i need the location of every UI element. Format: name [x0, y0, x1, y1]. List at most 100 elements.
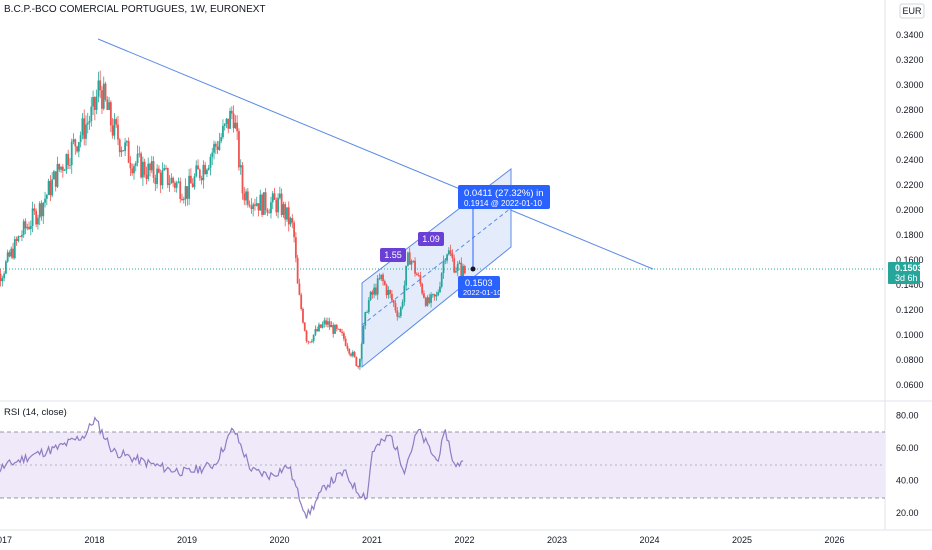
- candle-body: [321, 324, 324, 328]
- candle-body: [19, 236, 22, 238]
- candle-body: [325, 320, 328, 325]
- wave-label-2-box[interactable]: [418, 232, 444, 246]
- candle-body: [134, 163, 137, 166]
- candle-body: [435, 295, 438, 297]
- candle-body: [21, 234, 23, 237]
- descending-trendline[interactable]: [97, 38, 654, 270]
- candle-body: [437, 292, 440, 296]
- candle-body: [200, 177, 203, 181]
- candle-body: [3, 273, 6, 279]
- candle-body: [209, 156, 212, 168]
- price-tick-label: 0.3400: [896, 30, 924, 40]
- price-axis[interactable]: 0.3400 0.3200 0.3000 0.2800 0.2600 0.2400 0.22…: [896, 30, 924, 390]
- candle-body: [225, 118, 228, 125]
- candle-body: [408, 252, 411, 265]
- candle-body: [302, 308, 304, 323]
- candle-body: [51, 179, 54, 196]
- candle-body: [399, 307, 402, 317]
- price-tick-label: 0.1800: [896, 230, 924, 240]
- candle-body: [216, 146, 219, 150]
- candle-body: [382, 274, 384, 282]
- candle-body: [214, 143, 217, 147]
- price-tick-label: 0.3200: [896, 55, 924, 65]
- candle-body: [255, 203, 258, 206]
- candle-body: [133, 165, 135, 174]
- candle-body: [0, 273, 2, 282]
- candle-body: [22, 221, 25, 235]
- candle-body: [6, 252, 9, 262]
- candle-body: [186, 186, 189, 199]
- candle-body: [15, 239, 18, 241]
- candle-body: [47, 180, 50, 195]
- candle-body: [453, 258, 456, 273]
- candle-body: [63, 170, 66, 172]
- candle-body: [86, 122, 89, 125]
- time-axis[interactable]: 2017 2018 2019 2020 2021 2022 2023 2024 2025 2026: [0, 535, 845, 545]
- time-tick-label: 2024: [639, 535, 659, 545]
- candle-body: [223, 124, 226, 127]
- candle-body: [398, 316, 400, 317]
- measure-start-point[interactable]: [470, 266, 476, 272]
- candle-body: [29, 225, 32, 230]
- rsi-tick-label: 20.00: [896, 508, 919, 518]
- rsi-axis[interactable]: 80.00 60.00 40.00 20.00: [896, 411, 919, 519]
- wave-label-1-box[interactable]: [380, 248, 406, 262]
- candle-body: [154, 177, 157, 184]
- candle-body: [423, 293, 425, 298]
- candle-body: [202, 164, 205, 181]
- candle-body: [127, 141, 130, 163]
- candle-body: [147, 163, 150, 179]
- candle-body: [230, 110, 233, 114]
- candle-body: [115, 119, 118, 125]
- candle-body: [188, 175, 191, 199]
- candle-body: [407, 252, 409, 266]
- candle-body: [360, 343, 363, 359]
- measure-info-box[interactable]: [458, 185, 550, 209]
- current-price-value: 0.1503: [895, 263, 923, 273]
- price-tick-label: 0.2000: [896, 205, 924, 215]
- candle-body: [380, 274, 383, 280]
- candle-body: [359, 358, 361, 368]
- candle-body: [430, 294, 432, 303]
- price-tick-label: 0.0800: [896, 355, 924, 365]
- candle-body: [337, 328, 340, 330]
- candle-body: [254, 204, 256, 206]
- candle-body: [248, 204, 251, 206]
- candle-body: [394, 303, 397, 311]
- candle-body: [275, 199, 278, 213]
- candle-body: [323, 320, 326, 325]
- candle-body: [334, 324, 336, 334]
- candle-body: [170, 177, 173, 184]
- candle-body: [293, 222, 295, 238]
- candle-body: [90, 106, 93, 122]
- candle-body: [378, 278, 381, 280]
- candle-body: [102, 83, 105, 109]
- candle-body: [289, 218, 292, 225]
- candle-body: [455, 270, 457, 273]
- time-tick-label: 2021: [362, 535, 382, 545]
- candle-body: [385, 284, 388, 296]
- candle-body: [85, 124, 87, 139]
- candle-body: [330, 325, 333, 328]
- currency-button[interactable]: [899, 3, 925, 19]
- measure-start-box[interactable]: [458, 276, 500, 298]
- candle-body: [77, 142, 80, 152]
- candle-body: [165, 168, 167, 169]
- candle-body: [241, 165, 244, 194]
- measure-start-price: 0.1503: [465, 278, 493, 288]
- candle-body: [424, 297, 427, 306]
- candle-body: [431, 294, 434, 295]
- candle-body: [446, 254, 448, 261]
- candle-body: [342, 333, 345, 339]
- candle-body: [70, 141, 73, 166]
- rsi-indicator-label[interactable]: RSI (14, close): [4, 407, 67, 418]
- candle-body: [125, 141, 128, 143]
- price-tick-label: 0.1400: [896, 280, 924, 290]
- candle-body: [195, 165, 198, 177]
- countdown-value: 3d 6h: [895, 273, 918, 283]
- candle-body: [364, 312, 367, 326]
- candle-body: [61, 166, 64, 171]
- candle-body: [182, 199, 185, 201]
- candle-body: [1, 278, 4, 282]
